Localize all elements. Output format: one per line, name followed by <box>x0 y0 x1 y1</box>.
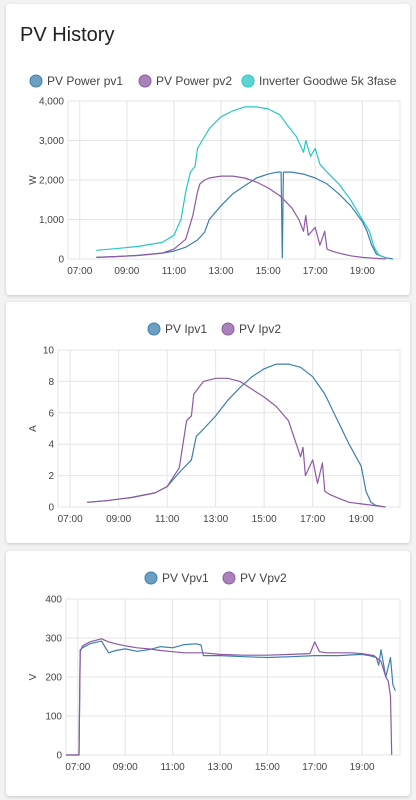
legend-item-pv-vpv1[interactable]: PV Vpv1 <box>144 571 209 585</box>
y-tick-label: 0 <box>56 751 62 762</box>
page-title: PV History <box>20 24 115 46</box>
legend-swatch-inverter-goodwe-5k-3fase <box>241 74 255 88</box>
y-tick-label: 1,000 <box>39 215 64 226</box>
legend-swatch-pv-ipv2 <box>221 322 235 336</box>
legend-swatch-pv-vpv1 <box>144 571 158 585</box>
pv-voltage-card: PV Vpv1 PV Vpv2 0 100 200 300 400 07:00 09:00 11:… <box>6 551 410 796</box>
y-tick-label: 0 <box>58 255 64 266</box>
legend-swatch-pv-vpv2 <box>222 571 236 585</box>
legend-label-pv-ipv1: PV Ipv1 <box>165 322 207 336</box>
legend-label-pv-vpv1: PV Vpv1 <box>162 571 209 585</box>
legend-swatch-pv-ipv1 <box>147 322 161 336</box>
series-line-pv-vpv1 <box>66 640 396 756</box>
series-line-pv-power-pv1 <box>96 171 394 260</box>
legend-label-inverter-goodwe-5k-3fase: Inverter Goodwe 5k 3fase <box>259 74 397 88</box>
legend-item-pv-vpv2[interactable]: PV Vpv2 <box>222 571 287 585</box>
y-axis-title: A <box>28 425 39 432</box>
legend-label-pv-vpv2: PV Vpv2 <box>240 571 287 585</box>
legend-item-pv-ipv2[interactable]: PV Ipv2 <box>221 322 281 336</box>
y-tick-label: 100 <box>45 712 62 723</box>
y-tick-label: 3,000 <box>39 136 64 147</box>
x-tick-label: 13:00 <box>203 514 228 525</box>
x-tick-label: 11:00 <box>155 514 180 525</box>
x-tick-label: 11:00 <box>160 762 185 773</box>
legend-label-pv-power-pv1: PV Power pv1 <box>47 74 123 88</box>
legend-item-pv-power-pv1[interactable]: PV Power pv1 <box>29 74 123 88</box>
series-line-inverter-goodwe-5k-3fase <box>96 106 387 259</box>
x-tick-label: 09:00 <box>113 762 138 773</box>
y-tick-label: 4 <box>48 440 54 451</box>
x-tick-label: 07:00 <box>65 762 90 773</box>
y-axis-title: V <box>28 673 39 680</box>
x-tick-label: 15:00 <box>256 266 281 277</box>
pv-current-chart: PV Ipv1 PV Ipv2 0 2 4 6 8 10 07:00 09:00 11:00 13:0… <box>28 322 401 525</box>
legend-item-pv-power-pv2[interactable]: PV Power pv2 <box>138 74 232 88</box>
x-tick-label: 15:00 <box>255 762 280 773</box>
y-tick-label: 8 <box>48 377 54 388</box>
x-tick-label: 17:00 <box>302 762 327 773</box>
y-tick-label: 300 <box>45 634 62 645</box>
legend-item-pv-ipv1[interactable]: PV Ipv1 <box>147 322 207 336</box>
legend-item-inverter-goodwe-5k-3fase[interactable]: Inverter Goodwe 5k 3fase <box>241 74 397 88</box>
x-tick-label: 09:00 <box>114 266 139 277</box>
x-tick-label: 07:00 <box>58 514 83 525</box>
series-line-pv-power-pv2 <box>96 175 386 260</box>
x-tick-label: 17:00 <box>303 266 328 277</box>
x-tick-label: 19:00 <box>349 514 374 525</box>
x-tick-label: 11:00 <box>162 266 187 277</box>
x-tick-label: 09:00 <box>106 514 131 525</box>
pv-current-card: PV Ipv1 PV Ipv2 0 2 4 6 8 10 07:00 09:00 11:00 13:0… <box>6 302 410 543</box>
series-line-pv-ipv2 <box>87 377 386 508</box>
x-tick-label: 15:00 <box>252 514 277 525</box>
legend-label-pv-ipv2: PV Ipv2 <box>239 322 281 336</box>
x-tick-label: 17:00 <box>300 514 325 525</box>
x-tick-label: 13:00 <box>207 762 232 773</box>
legend-label-pv-power-pv2: PV Power pv2 <box>156 74 232 88</box>
series-line-pv-vpv2 <box>66 638 393 756</box>
x-tick-label: 07:00 <box>67 266 92 277</box>
legend-swatch-pv-power-pv1 <box>29 74 43 88</box>
x-tick-label: 13:00 <box>209 266 234 277</box>
x-tick-label: 19:00 <box>350 762 375 773</box>
pv-voltage-chart: PV Vpv1 PV Vpv2 0 100 200 300 400 07:00 09:00 11:… <box>28 571 401 773</box>
y-axis-title: W <box>28 175 39 185</box>
y-tick-label: 200 <box>45 673 62 684</box>
y-tick-label: 4,000 <box>39 97 64 108</box>
pv-power-card: PV History PV Power pv1 PV Power pv2 Inver… <box>6 4 410 295</box>
y-tick-label: 0 <box>48 503 54 514</box>
legend-swatch-pv-power-pv2 <box>138 74 152 88</box>
y-tick-label: 2,000 <box>39 176 64 187</box>
y-tick-label: 2 <box>48 471 54 482</box>
series-line-pv-ipv1 <box>87 363 386 508</box>
y-tick-label: 6 <box>48 408 54 419</box>
pv-power-chart: PV Power pv1 PV Power pv2 Inverter Goodwe … <box>28 74 401 277</box>
y-tick-label: 400 <box>45 595 62 606</box>
y-tick-label: 10 <box>43 346 55 357</box>
x-tick-label: 19:00 <box>350 266 375 277</box>
